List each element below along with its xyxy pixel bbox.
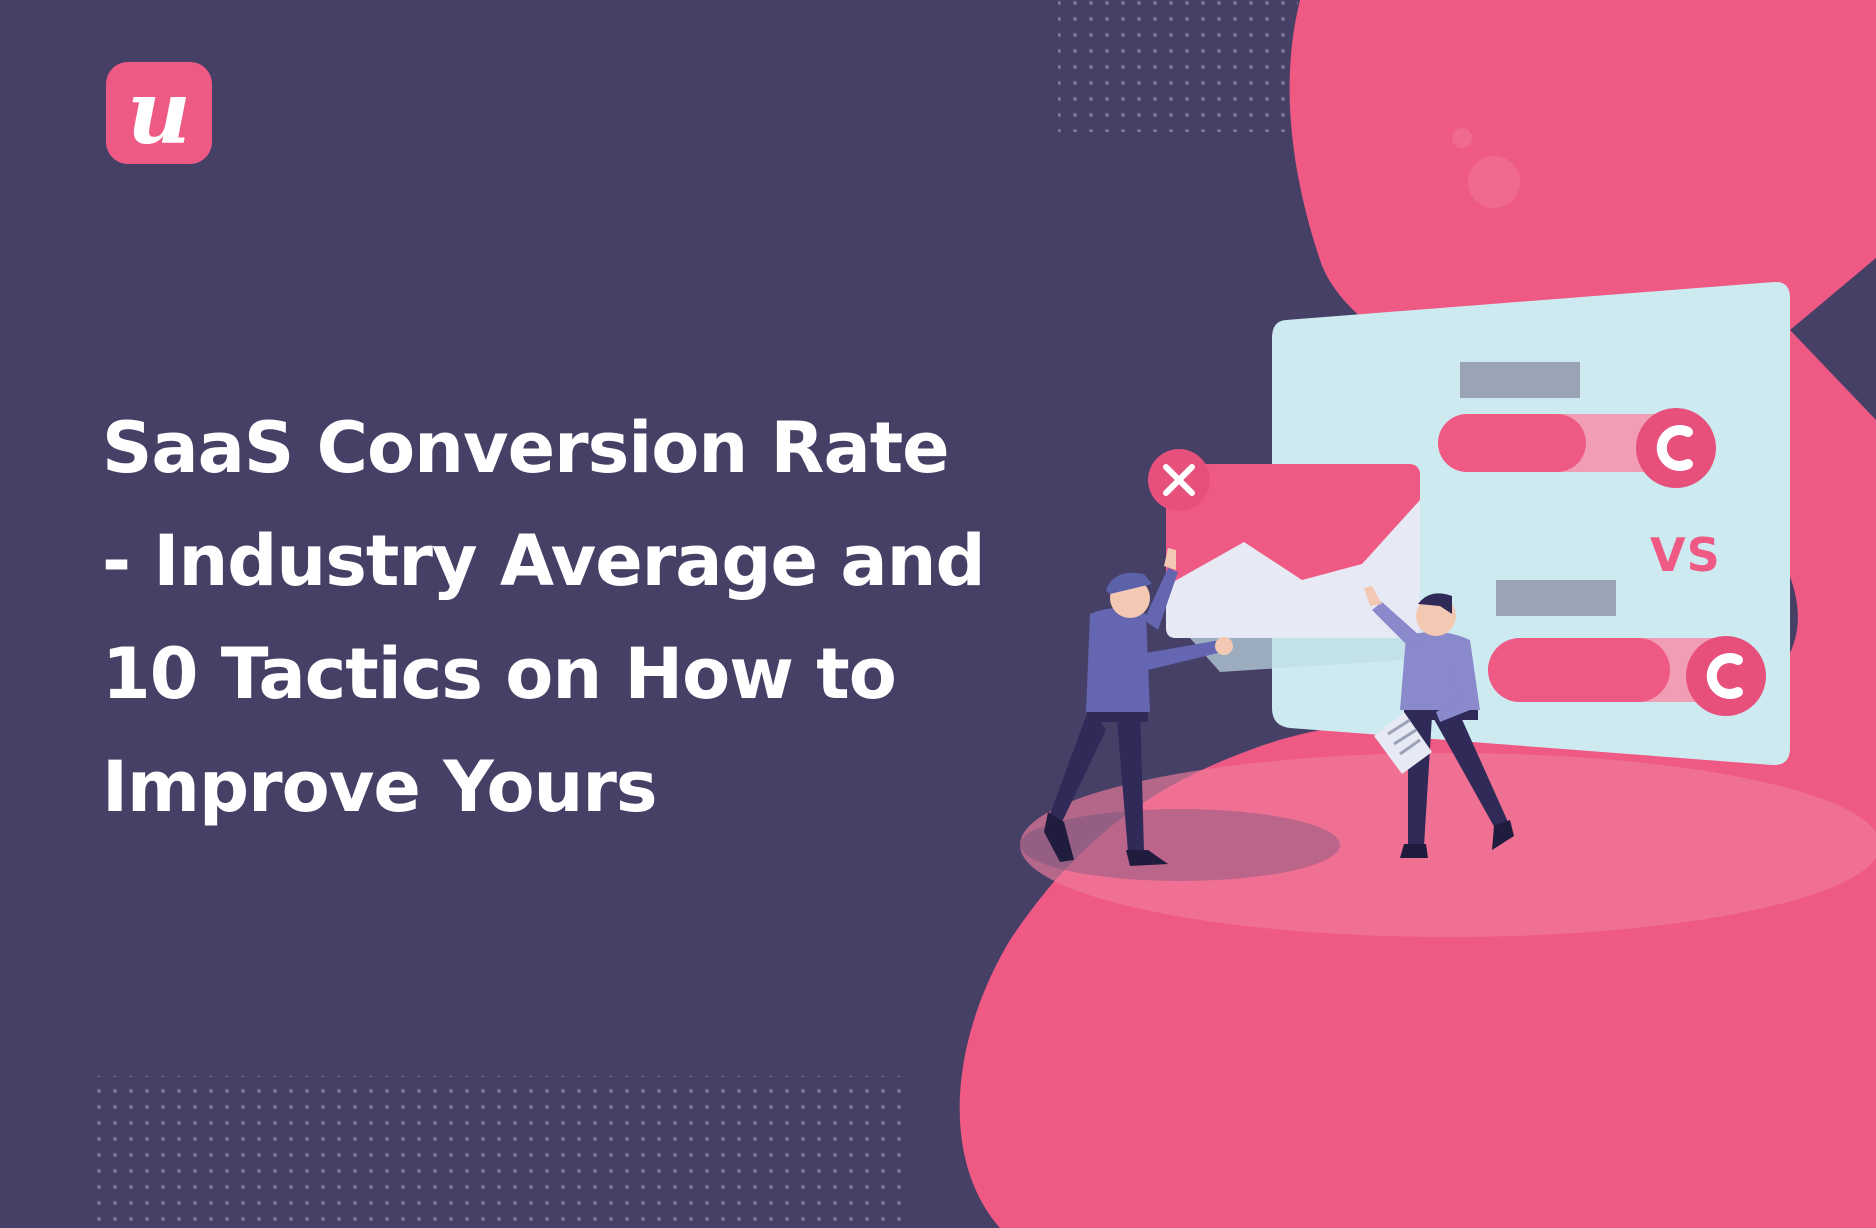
c-icon-top — [1656, 425, 1693, 471]
close-icon-cross — [1163, 464, 1195, 496]
chart-shadow — [1190, 638, 1420, 672]
title-line-4: Improve Yours — [102, 746, 658, 828]
title-line-1: SaaS Conversion Rate — [102, 407, 950, 489]
bubble-decoration-small — [1452, 128, 1472, 148]
person-left — [1044, 548, 1233, 866]
chart-area — [1166, 500, 1420, 638]
floor-platform — [1020, 753, 1876, 937]
title-line-3: 10 Tactics on How to — [102, 633, 897, 715]
logo-letter: u — [127, 60, 191, 164]
toggle-knob-bottom — [1686, 636, 1766, 716]
dot-pattern-top — [1058, 0, 1298, 132]
vs-label: VS — [1650, 528, 1721, 582]
floor-shadow — [1020, 809, 1340, 881]
label-placeholder-top — [1460, 362, 1580, 398]
page-title: SaaS Conversion Rate - Industry Average … — [102, 392, 1062, 844]
dot-pattern-bottom — [86, 1076, 904, 1228]
dark-wedge — [1790, 258, 1876, 420]
toggle-fill-bottom — [1488, 638, 1670, 702]
c-icon-bottom — [1706, 653, 1743, 699]
bubble-decoration — [1468, 156, 1520, 208]
toggle-fill-top — [1438, 414, 1586, 472]
logo-icon: u — [106, 62, 212, 164]
label-placeholder-bottom — [1496, 580, 1616, 616]
title-line-2: - Industry Average and — [102, 520, 986, 602]
toggle-knob-top — [1636, 408, 1716, 488]
person-right — [1364, 586, 1514, 858]
